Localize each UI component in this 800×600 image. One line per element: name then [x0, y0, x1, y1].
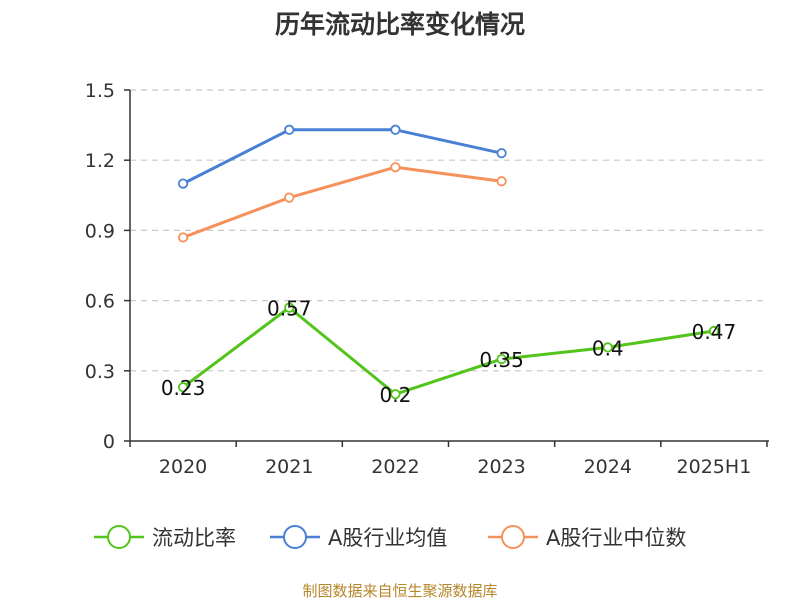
chart-title: 历年流动比率变化情况 [275, 10, 525, 39]
series-1 [177, 124, 507, 189]
data-point [390, 124, 401, 135]
legend-marker [283, 525, 307, 549]
data-label: 0.4 [592, 336, 624, 360]
data-label: 0.35 [479, 348, 524, 372]
source-note: 制图数据来自恒生聚源数据库 [302, 582, 497, 600]
data-point [708, 325, 720, 337]
data-point [177, 382, 189, 393]
data-point [390, 162, 401, 173]
x-tick-label: 2024 [584, 456, 632, 478]
legend-item[interactable]: A股行业中位数 [488, 525, 686, 550]
data-point [177, 232, 189, 243]
legend-marker [107, 525, 131, 549]
data-point [496, 148, 507, 159]
data-label: 0.23 [161, 376, 206, 400]
data-label: 0.57 [267, 297, 312, 321]
series-lines [177, 124, 720, 400]
data-point [602, 342, 613, 353]
legend[interactable]: 流动比率 A股行业均值 A股行业中位数 [94, 525, 686, 550]
series-line [182, 128, 502, 185]
legend-item[interactable]: A股行业均值 [270, 525, 447, 550]
y-tick-label: 0 [103, 431, 115, 453]
x-tick-label: 2022 [371, 456, 419, 478]
data-point [284, 302, 295, 313]
series-2 [177, 162, 507, 243]
x-axis-ticks: 2020 2021 2022 2023 2024 2025H1 [129, 441, 768, 478]
y-tick-label: 1.5 [85, 80, 115, 102]
data-point [390, 389, 401, 400]
data-point [496, 353, 507, 365]
legend-label: 流动比率 [152, 526, 236, 550]
series-line [182, 306, 715, 396]
y-tick-label: 0.6 [85, 291, 115, 313]
data-point [496, 176, 507, 187]
series-line [182, 165, 502, 239]
grid-lines [130, 89, 767, 372]
data-labels: 0.23 0.57 0.2 0.35 0.4 0.47 [161, 297, 736, 408]
legend-label: A股行业均值 [328, 526, 447, 550]
legend-label: A股行业中位数 [546, 526, 686, 550]
data-label: 0.2 [380, 383, 412, 407]
x-tick-label: 2023 [477, 456, 525, 478]
x-tick-label: 2021 [265, 456, 313, 478]
legend-marker [501, 525, 525, 549]
y-axis-ticks: 0 0.3 0.6 0.9 1.2 1.5 [85, 80, 130, 453]
series-0 [177, 302, 720, 400]
y-tick-label: 1.2 [85, 150, 115, 172]
x-tick-label: 2025H1 [677, 456, 752, 478]
data-point [177, 178, 189, 189]
data-point [284, 192, 295, 203]
data-point [284, 124, 295, 135]
y-tick-label: 0.9 [85, 220, 115, 242]
data-label: 0.47 [692, 320, 737, 344]
y-tick-label: 0.3 [85, 361, 115, 383]
legend-item[interactable]: 流动比率 [94, 525, 236, 550]
x-tick-label: 2020 [159, 456, 207, 478]
